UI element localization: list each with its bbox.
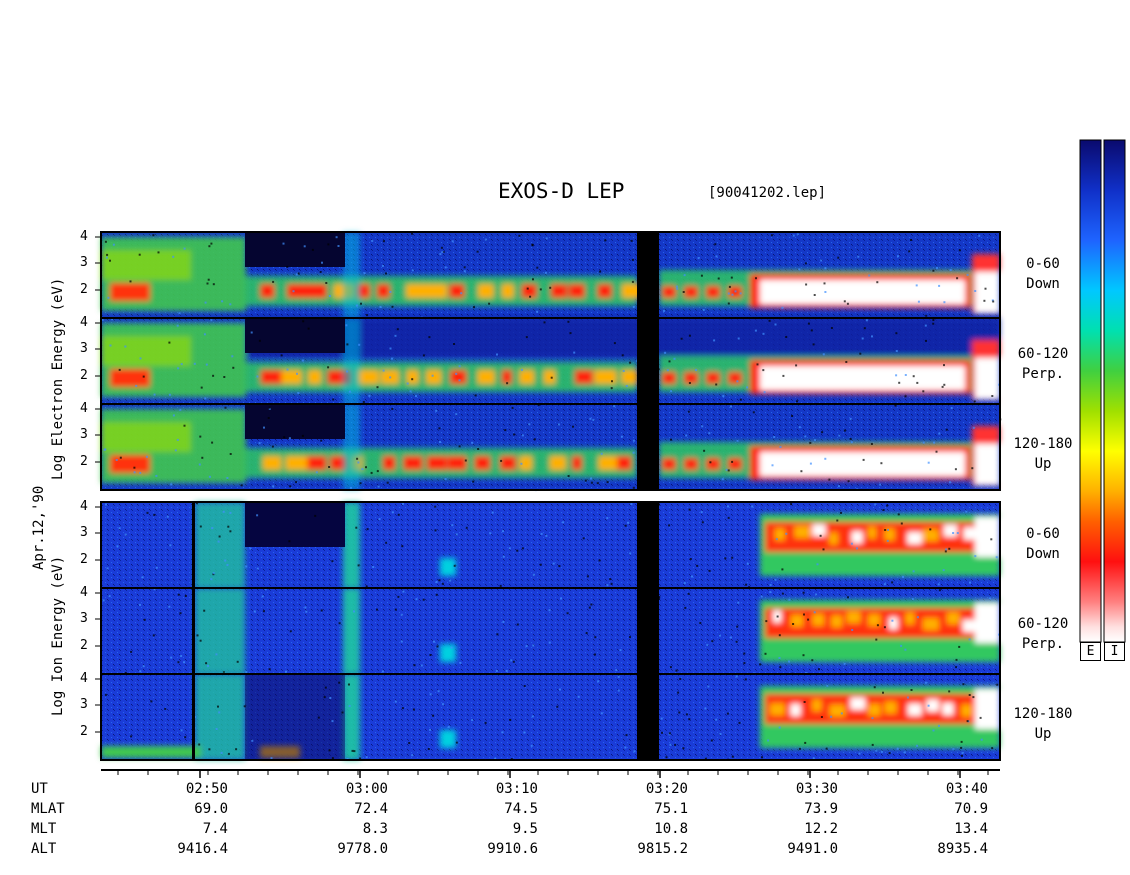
y-tick-label: 3: [80, 611, 88, 626]
orbit-value-mlat: 70.9: [954, 801, 988, 817]
orbit-label-ut: UT: [31, 781, 48, 797]
y-tick-label: 4: [80, 315, 88, 330]
orbit-value-ut: 02:50: [185, 781, 228, 797]
y-tick-label: 3: [80, 697, 88, 712]
orbit-value-alt: 9778.0: [337, 841, 388, 857]
spectrogram-panel: [101, 588, 1000, 676]
y-tick-label: 2: [80, 454, 88, 469]
orbit-label-alt: ALT: [31, 841, 57, 857]
ion-data-gap: [637, 502, 659, 760]
y-tick-label: 3: [80, 341, 88, 356]
orbit-value-alt: 9491.0: [787, 841, 838, 857]
ion-perp-label: 60-120 Perp.: [1017, 616, 1069, 652]
orbit-value-alt: 8935.4: [937, 841, 988, 857]
orbit-value-mlat: 74.5: [504, 801, 538, 817]
orbit-value-mlat: 73.9: [804, 801, 838, 817]
y-tick-label: 2: [80, 724, 88, 739]
y-tick-label: 3: [80, 427, 88, 442]
orbit-value-mlat: 75.1: [654, 801, 688, 817]
y-tick-label: 2: [80, 282, 88, 297]
orbit-value-alt: 9815.2: [637, 841, 688, 857]
orbit-value-mlt: 12.2: [804, 821, 838, 837]
electron-up-label: 120-180 Up: [1013, 436, 1073, 472]
y-tick-label: 3: [80, 525, 88, 540]
orbit-value-mlt: 7.4: [202, 821, 228, 837]
orbit-label-mlat: MLAT: [31, 801, 65, 817]
orbit-value-mlt: 9.5: [512, 821, 538, 837]
spectrogram-panel: [101, 502, 1000, 589]
spectrogram-panel: [101, 404, 1002, 492]
orbit-value-mlt: 8.3: [362, 821, 388, 837]
ion-colorbar-tag: I: [1104, 642, 1125, 661]
y-tick-label: 4: [80, 401, 88, 416]
y-tick-label: 4: [80, 229, 88, 244]
orbit-value-alt: 9416.4: [177, 841, 228, 857]
orbit-value-mlt: 10.8: [654, 821, 688, 837]
orbit-value-ut: 03:00: [345, 781, 388, 797]
spectrogram-panel: [101, 674, 1000, 761]
orbit-label-mlt: MLT: [31, 821, 57, 837]
ion-energy-ylabel: Log Ion Energy (eV): [50, 555, 66, 716]
y-tick-label: 4: [80, 671, 88, 686]
y-tick-label: 2: [80, 368, 88, 383]
orbit-value-alt: 9910.6: [487, 841, 538, 857]
electron-perp-label: 60-120 Perp.: [1017, 346, 1069, 382]
ion-up-label: 120-180 Up: [1013, 706, 1073, 742]
y-tick-label: 2: [80, 552, 88, 567]
ion-down-label: 0-60 Down: [1026, 526, 1060, 562]
electron-energy-ylabel: Log Electron Energy (eV): [50, 277, 66, 480]
electron-colorbar: [1079, 139, 1102, 643]
y-tick-label: 2: [80, 638, 88, 653]
y-tick-label: 4: [80, 585, 88, 600]
electron-colorbar-tag: E: [1080, 642, 1101, 661]
orbit-value-mlat: 72.4: [354, 801, 388, 817]
date-label: Apr.12,'90: [31, 485, 47, 570]
electron-down-label: 0-60 Down: [1026, 256, 1060, 292]
orbit-value-ut: 03:10: [495, 781, 538, 797]
file-name: [90041202.lep]: [708, 185, 827, 201]
orbit-value-ut: 03:20: [645, 781, 688, 797]
y-tick-label: 4: [80, 499, 88, 514]
ion-colorbar: [1103, 139, 1126, 643]
spectrogram-panel: [101, 232, 1000, 320]
orbit-value-mlt: 13.4: [954, 821, 988, 837]
electron-data-gap: [637, 232, 659, 490]
orbit-value-ut: 03:30: [795, 781, 838, 797]
plot-title: EXOS-D LEP: [498, 179, 625, 203]
orbit-value-mlat: 69.0: [194, 801, 228, 817]
orbit-value-ut: 03:40: [945, 781, 988, 797]
y-tick-label: 3: [80, 255, 88, 270]
spectrogram-panel: [101, 318, 1001, 406]
